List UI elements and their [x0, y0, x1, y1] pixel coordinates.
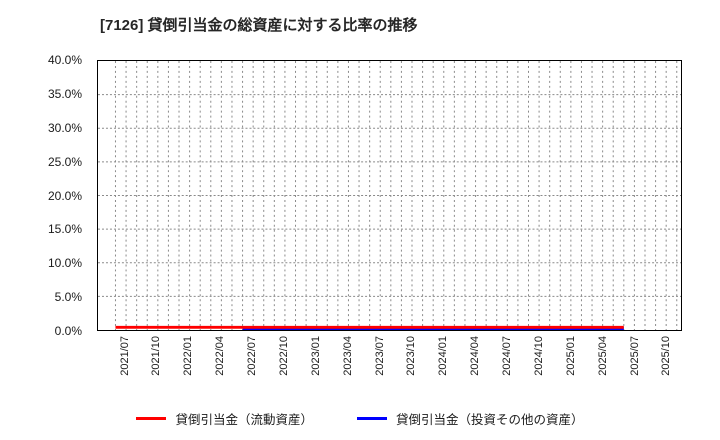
- legend-color-swatch: [136, 416, 167, 420]
- y-axis-tick-label: 40.0%: [47, 53, 82, 67]
- chart-legend: 貸倒引当金（流動資産） 貸倒引当金（投資その他の資産）: [0, 406, 720, 430]
- legend-color-swatch: [357, 416, 387, 420]
- y-axis-tick-label: 0.0%: [54, 324, 82, 338]
- x-axis-tick-label: 2022/10: [277, 336, 290, 376]
- y-axis-tick-label: 30.0%: [47, 120, 82, 135]
- x-axis-tick-label: 2024/01: [437, 336, 450, 376]
- x-axis-labels: 2021/07 2021/10 2022/01 2022/04 2022/07 2022/…: [97, 334, 682, 398]
- x-axis-tick-label: 2025/07: [628, 336, 641, 376]
- x-axis-tick-label: 2024/04: [469, 336, 482, 376]
- x-axis-tick-label: 2023/10: [405, 336, 418, 376]
- x-axis-tick-label: 2021/07: [118, 336, 131, 376]
- legend-item[interactable]: 貸倒引当金（流動資産）: [136, 409, 313, 428]
- data-series-lines: [115, 325, 624, 330]
- x-axis-tick-label: 2023/07: [373, 336, 386, 376]
- legend-item[interactable]: 貸倒引当金（投資その他の資産）: [357, 409, 584, 428]
- plot-area: [97, 60, 682, 331]
- x-axis-tick-label: 2025/01: [564, 336, 577, 376]
- y-axis-tick-label: 15.0%: [47, 222, 82, 237]
- y-axis-labels: 0.0% 5.0% 10.0% 15.0% 20.0% 25.0% 30.0% 35.0% 40…: [0, 53, 90, 338]
- chart-title: [7126] 貸倒引当金の総資産に対する比率の推移: [100, 17, 418, 34]
- x-axis-tick-label: 2025/10: [660, 336, 673, 376]
- y-axis-tick-label: 20.0%: [47, 188, 82, 203]
- grid-lines: [98, 61, 681, 330]
- x-axis-tick-label: 2025/04: [596, 336, 609, 376]
- x-axis-tick-label: 2021/10: [150, 336, 163, 376]
- x-axis-tick-label: 2022/01: [182, 336, 195, 376]
- x-axis-tick-label: 2024/07: [501, 336, 514, 376]
- x-axis-tick-label: 2023/04: [341, 336, 354, 376]
- legend-label: 貸倒引当金（投資その他の資産）: [396, 412, 584, 427]
- x-axis-tick-label: 2023/01: [309, 336, 322, 376]
- y-axis-tick-label: 25.0%: [47, 154, 82, 169]
- x-axis-tick-label: 2022/04: [214, 336, 227, 376]
- y-axis-tick-label: 10.0%: [47, 256, 82, 271]
- legend-label: 貸倒引当金（流動資産）: [175, 412, 313, 427]
- x-axis-tick-label: 2022/07: [246, 336, 259, 376]
- y-axis-tick-label: 5.0%: [54, 290, 82, 305]
- x-axis-tick-label: 2024/10: [532, 336, 545, 376]
- y-axis-tick-label: 35.0%: [47, 86, 82, 101]
